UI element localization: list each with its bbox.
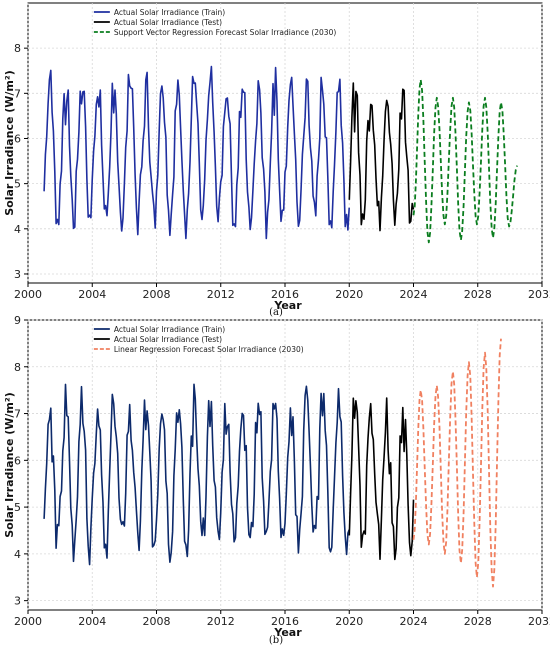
legend-label-3: Support Vector Regression Forecast Solar… [114, 28, 337, 37]
x-tick-label: 2024 [400, 615, 428, 628]
panel-b-x-ticks: 2000 2004 2008 2012 2016 2020 2024 2028 2032 [14, 610, 550, 628]
panel-b-chart: 2000 2004 2008 2012 2016 2020 2024 2028 2032 3 4 5… [3, 314, 550, 646]
x-tick-label: 2008 [143, 615, 171, 628]
panel-a-legend: Actual Solar Irradiance (Train)Actual So… [93, 8, 337, 37]
legend-label-3: Linear Regression Forecast Solar Irradia… [114, 345, 304, 354]
legend-label-1: Actual Solar Irradiance (Train) [114, 8, 225, 17]
panel-a-series [43, 65, 518, 244]
panel-b-series [43, 338, 502, 588]
x-tick-label: 2016 [271, 288, 299, 301]
panel-b-legend: Actual Solar Irradiance (Train)Actual So… [93, 325, 304, 354]
y-tick-label: 7 [14, 408, 21, 421]
x-tick-label: 2028 [464, 288, 492, 301]
y-tick-label: 4 [14, 548, 21, 561]
y-tick-label: 4 [14, 223, 21, 236]
panel-a-caption: (a) [269, 307, 283, 318]
panel-b-y-axis-label: Solar Irradiance (W/m²) [3, 392, 16, 538]
x-tick-label: 2004 [78, 288, 106, 301]
x-tick-label: 2032 [528, 615, 550, 628]
x-tick-label: 2000 [14, 615, 42, 628]
series-line-1 [43, 65, 350, 240]
y-tick-label: 6 [14, 454, 21, 467]
x-tick-label: 2012 [207, 288, 235, 301]
panel-b-caption: (b) [269, 635, 283, 646]
x-tick-label: 2020 [335, 288, 363, 301]
x-tick-label: 2028 [464, 615, 492, 628]
legend-label-2: Actual Solar Irradiance (Test) [114, 18, 222, 27]
series-line-1 [43, 383, 350, 566]
x-tick-label: 2024 [400, 288, 428, 301]
panel-a-y-axis-label: Solar Irradiance (W/m²) [3, 70, 16, 216]
y-tick-label: 3 [14, 595, 21, 608]
x-tick-label: 2016 [271, 615, 299, 628]
legend-label-1: Actual Solar Irradiance (Train) [114, 325, 225, 334]
y-tick-label: 3 [14, 268, 21, 281]
x-tick-label: 2008 [143, 288, 171, 301]
x-tick-label: 2000 [14, 288, 42, 301]
panel-a-chart: 2000 2004 2008 2012 2016 2020 2024 2028 2032 3 4 5… [3, 2, 550, 318]
panel-a-x-ticks: 2000 2004 2008 2012 2016 2020 2024 2028 2032 [14, 283, 550, 301]
x-tick-label: 2032 [528, 288, 550, 301]
panel-a-y-ticks: 3 4 5 6 7 8 [14, 42, 28, 281]
x-tick-label: 2012 [207, 615, 235, 628]
x-tick-label: 2004 [78, 615, 106, 628]
y-tick-label: 6 [14, 132, 21, 145]
y-tick-label: 9 [14, 314, 21, 327]
panel-a-x-axis-label: Year [273, 299, 302, 312]
y-tick-label: 8 [14, 42, 21, 55]
x-tick-label: 2020 [335, 615, 363, 628]
series-line-2 [348, 82, 415, 232]
panel-b-grid [27, 319, 543, 610]
panel-b-x-axis-label: Year [273, 626, 302, 639]
y-tick-label: 5 [14, 178, 21, 191]
y-tick-label: 5 [14, 501, 21, 514]
y-tick-label: 7 [14, 87, 21, 100]
series-line-3 [412, 338, 502, 588]
series-line-3 [412, 78, 518, 244]
panel-b-y-ticks: 3 4 5 6 7 8 9 [14, 314, 28, 608]
legend-label-2: Actual Solar Irradiance (Test) [114, 335, 222, 344]
series-line-2 [348, 397, 415, 561]
y-tick-label: 8 [14, 361, 21, 374]
